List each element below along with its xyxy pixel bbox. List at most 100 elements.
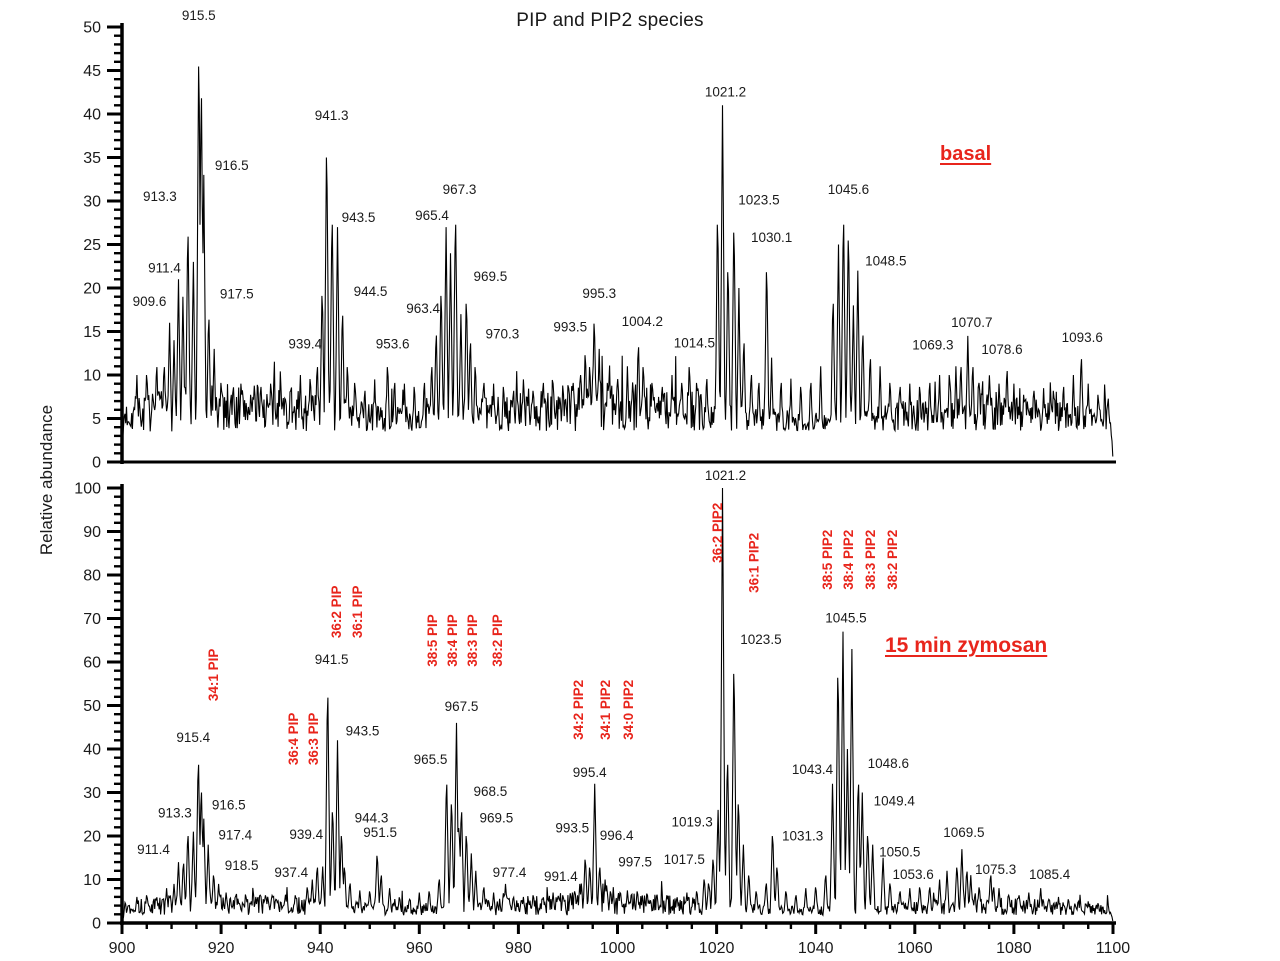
y-tick-label: 10 [83,368,101,385]
peak-label: 965.5 [414,752,448,767]
peak-label: 993.5 [555,820,589,835]
y-tick-label: 20 [83,829,101,846]
y-tick-label: 0 [92,916,101,933]
peak-label: 913.3 [158,805,192,820]
y-tick-label: 80 [83,568,101,585]
x-tick-label: 1020 [699,940,735,957]
spectrum-trace-basal [121,66,1114,463]
y-axis-title: Relative abundance [37,404,56,556]
peak-label: 1043.4 [792,762,834,777]
peak-label: 941.3 [315,108,349,123]
species-annotation: 38:2 PIP2 [885,530,900,590]
peak-label: 1014.5 [674,336,715,351]
species-annotation: 36:2 PIP2 [710,503,725,563]
y-tick-label: 40 [83,742,101,759]
zymosan-condition-label: 15 min zymosan [885,634,1048,657]
peak-label: 1030.1 [751,230,792,245]
y-tick-label: 25 [83,237,101,254]
y-tick-label: 50 [83,20,101,37]
species-annotation: 36:3 PIP [306,713,321,766]
species-annotation: 38:5 PIP [425,614,440,667]
peak-label: 1075.3 [975,862,1016,877]
peak-label: 977.4 [493,865,527,880]
species-annotation: 38:2 PIP [490,614,505,667]
species-annotation: 34:0 PIP2 [621,680,636,740]
peak-label: 997.5 [618,855,652,870]
y-tick-label: 50 [83,698,101,715]
species-annotation: 38:4 PIP [445,614,460,667]
peak-label: 913.3 [143,189,177,204]
x-tick-label: 920 [208,940,235,957]
x-tick-label: 960 [406,940,433,957]
peak-label: 963.4 [406,301,440,316]
y-tick-label: 40 [83,107,101,124]
peak-label: 995.3 [582,286,616,301]
peak-label: 967.5 [445,699,479,714]
peak-label: 995.4 [573,765,607,780]
species-annotation: 38:3 PIP [465,614,480,667]
peak-label: 916.5 [215,158,249,173]
peak-label: 909.6 [133,294,167,309]
peak-label: 1078.6 [981,342,1022,357]
x-tick-label: 1000 [600,940,636,957]
peak-label: 965.4 [415,208,449,223]
peak-label: 1045.6 [828,182,869,197]
chart-title: PIP and PIP2 species [516,10,704,31]
peak-label: 991.4 [544,869,578,884]
x-tick-label: 900 [109,940,136,957]
x-tick-label: 940 [307,940,334,957]
peak-label: 967.3 [443,182,477,197]
peak-label: 969.5 [473,269,507,284]
peak-label: 968.5 [474,784,508,799]
peak-label: 939.4 [289,827,323,842]
peak-label: 944.5 [354,284,388,299]
species-annotation: 34:1 PIP2 [598,680,613,740]
peak-label: 970.3 [485,327,519,342]
species-annotation: 38:4 PIP2 [841,530,856,590]
peak-label: 915.5 [182,8,216,23]
peak-label: 917.5 [220,286,254,301]
peak-label: 1049.4 [874,794,916,809]
peak-label: 1045.5 [825,611,866,626]
peak-label: 1019.3 [671,814,712,829]
peak-label: 1069.3 [912,338,953,353]
peak-label: 1017.5 [664,852,705,867]
peak-label: 943.5 [346,723,380,738]
peak-label: 918.5 [225,858,259,873]
peak-label: 953.6 [376,337,410,352]
y-tick-label: 0 [92,455,101,472]
peak-label: 1085.4 [1029,867,1071,882]
peak-label: 1021.2 [705,84,746,99]
peak-label: 943.5 [342,210,376,225]
basal-condition-label: basal [940,143,992,165]
peak-label: 993.5 [553,320,587,335]
x-tick-label: 980 [505,940,532,957]
species-annotation: 38:3 PIP2 [863,530,878,590]
peak-label: 916.5 [212,798,246,813]
species-annotation: 38:5 PIP2 [820,530,835,590]
y-tick-label: 45 [83,63,101,80]
y-tick-label: 5 [92,411,101,428]
y-tick-label: 10 [83,872,101,889]
y-tick-label: 60 [83,655,101,672]
peak-label: 1069.5 [943,825,984,840]
species-annotation: 36:1 PIP [350,586,365,639]
peak-label: 1031.3 [782,828,823,843]
peak-label: 917.4 [218,828,252,843]
peak-label: 1004.2 [622,314,663,329]
y-tick-label: 90 [83,524,101,541]
peak-label: 1050.5 [879,844,920,859]
peak-label: 911.4 [148,260,181,275]
peak-label: 941.5 [315,652,349,667]
peak-label: 1021.2 [705,468,746,483]
peak-label: 937.4 [274,865,308,880]
species-annotation: 36:4 PIP [286,713,301,766]
spectrum-trace-zymosan [121,487,1114,924]
y-tick-label: 15 [83,324,101,341]
peak-label: 944.3 [355,810,389,825]
peak-label: 996.4 [600,828,634,843]
x-tick-label: 1040 [798,940,834,957]
species-annotation: 36:2 PIP [329,586,344,639]
